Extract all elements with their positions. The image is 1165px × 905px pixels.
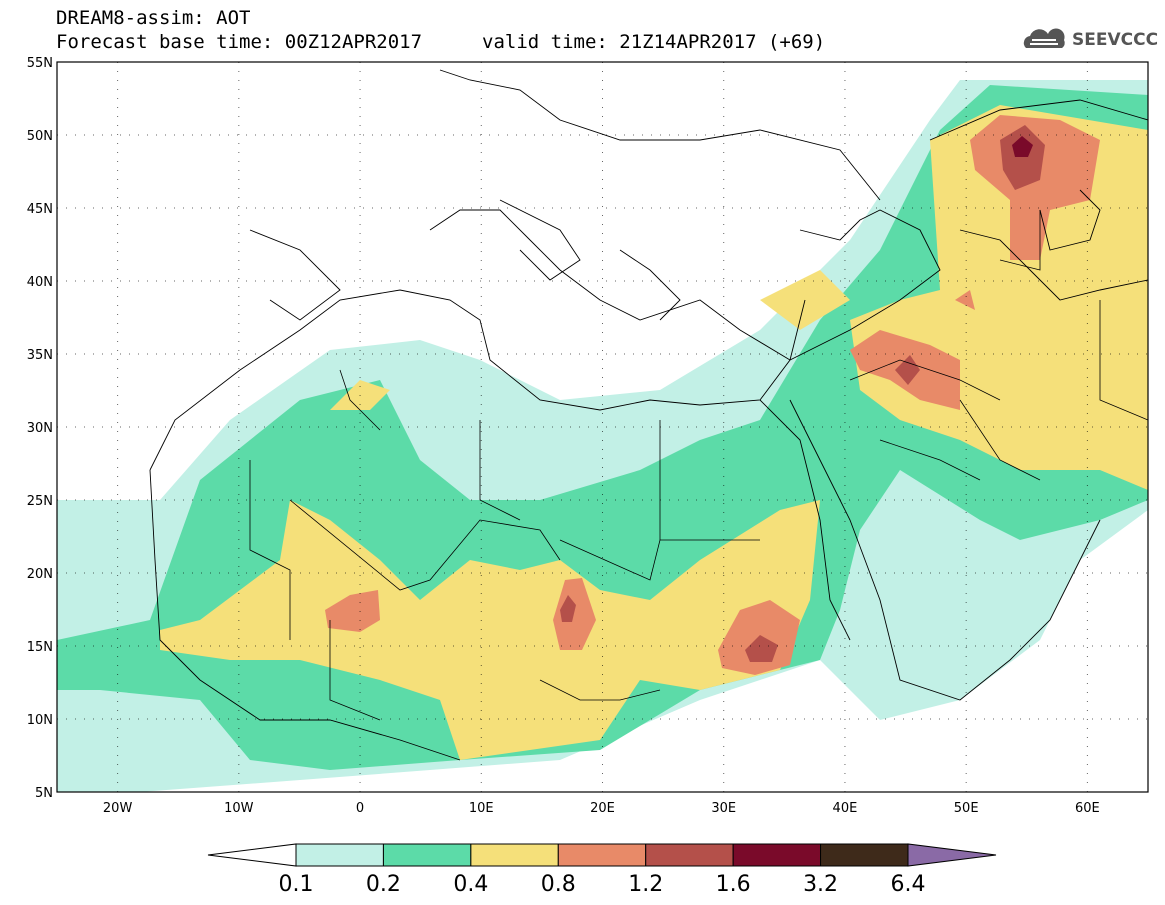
logo-text: SEEVCCC xyxy=(1072,30,1159,50)
lat-tick-label: 45N xyxy=(27,202,53,217)
lon-tick-label: 10W xyxy=(224,801,254,816)
lat-tick-label: 50N xyxy=(27,129,53,144)
colorbar-label: 3.2 xyxy=(803,872,839,897)
lon-tick-label: 40E xyxy=(833,801,858,816)
colorbar-swatch xyxy=(645,843,734,867)
colorbar-max-arrow xyxy=(907,843,997,867)
lat-tick-label: 5N xyxy=(35,786,53,801)
lon-tick-label: 60E xyxy=(1075,801,1100,816)
colorbar-label: 0.8 xyxy=(540,872,576,897)
colorbar-label: 1.2 xyxy=(628,872,664,897)
lon-tick-label: 20W xyxy=(103,801,133,816)
lon-tick-label: 30E xyxy=(711,801,736,816)
colorbar xyxy=(207,843,997,867)
lon-axis: 20W 10W 0 10E 20E 30E 40E 50E 60E xyxy=(103,801,1100,816)
aot-contour-1.6 xyxy=(1012,136,1033,157)
colorbar-swatch xyxy=(470,843,559,867)
colorbar-min-arrow xyxy=(207,843,297,867)
forecast-base-time: Forecast base time: 00Z12APR2017 xyxy=(56,31,423,53)
aot-contour-1.2 xyxy=(560,125,1045,662)
lat-tick-label: 15N xyxy=(27,640,53,655)
lat-tick-label: 35N xyxy=(27,348,53,363)
colorbar-label: 1.6 xyxy=(715,872,751,897)
lat-tick-label: 10N xyxy=(27,713,53,728)
cloud-icon xyxy=(1023,28,1065,48)
coastlines xyxy=(149,69,1148,761)
chart-title: DREAM8-assim: AOT xyxy=(56,7,251,29)
country-borders xyxy=(249,210,1148,721)
colorbar-swatch xyxy=(732,843,822,867)
colorbar-swatch xyxy=(382,843,472,867)
colorbar-swatch xyxy=(557,843,647,867)
colorbar-label: 6.4 xyxy=(890,872,926,897)
colorbar-label: 0.2 xyxy=(365,872,401,897)
colorbar-swatch xyxy=(820,843,909,867)
lat-tick-label: 55N xyxy=(27,56,53,71)
colorbar-swatch xyxy=(295,843,384,867)
colorbar-label: 0.1 xyxy=(278,872,314,897)
valid-time: valid time: 21Z14APR2017 (+69) xyxy=(482,31,826,53)
lat-tick-label: 30N xyxy=(27,421,53,436)
lat-tick-label: 20N xyxy=(27,567,53,582)
lat-tick-label: 40N xyxy=(27,275,53,290)
lon-tick-label: 0 xyxy=(356,801,364,816)
lon-tick-label: 10E xyxy=(469,801,494,816)
lat-tick-label: 25N xyxy=(27,494,53,509)
lat-axis: 5N 10N 15N 20N 25N 30N 35N 40N 45N 50N 55N xyxy=(27,56,53,801)
lon-tick-label: 50E xyxy=(954,801,979,816)
colorbar-label: 0.4 xyxy=(453,872,489,897)
lon-tick-label: 20E xyxy=(590,801,615,816)
map-frame xyxy=(56,61,1149,793)
